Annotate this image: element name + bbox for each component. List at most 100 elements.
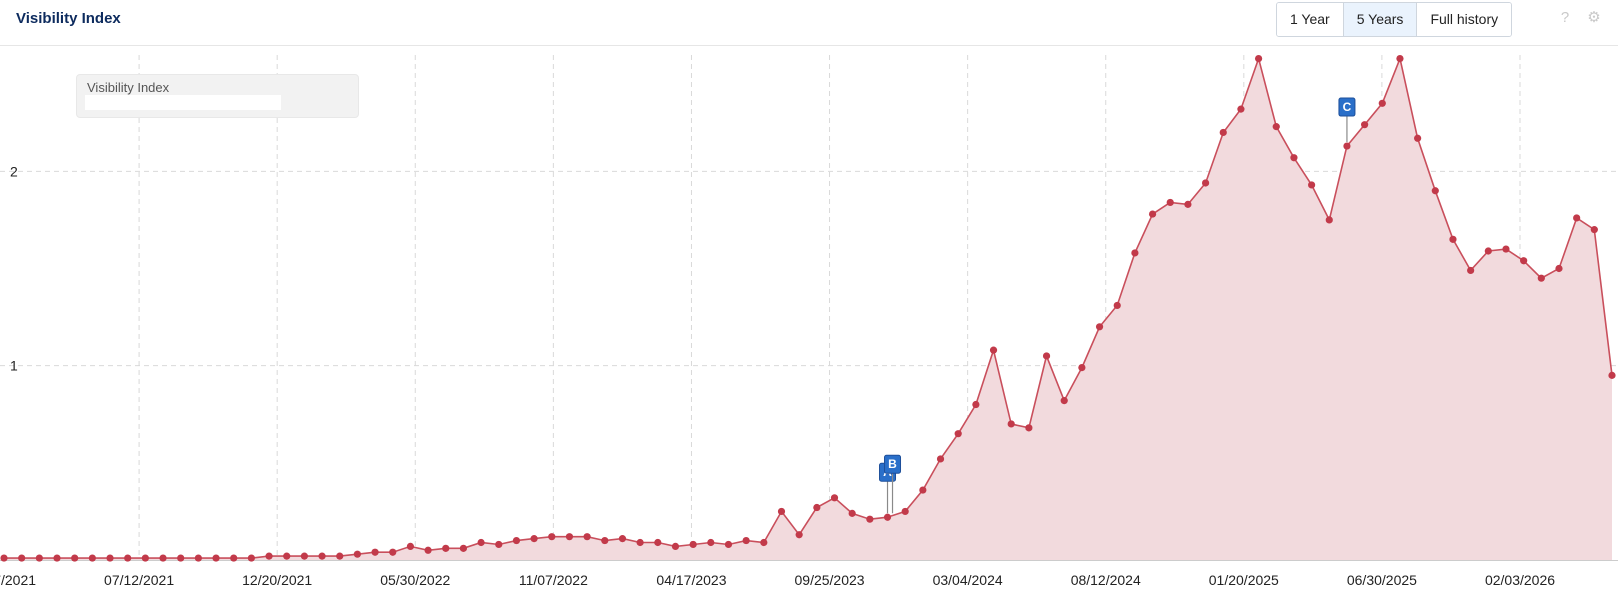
data-point-61 [1078, 364, 1086, 372]
data-point-67 [1184, 200, 1192, 208]
data-point-62 [1095, 323, 1104, 331]
data-point-36 [636, 538, 644, 547]
data-point-29 [512, 536, 521, 545]
data-point-11 [194, 554, 202, 562]
series-area [4, 58, 1612, 560]
x-tick-label-4: 11/07/2022 [519, 572, 588, 588]
data-point-32 [565, 533, 574, 541]
data-point-91 [1608, 371, 1616, 379]
question-icon[interactable]: ? [1560, 9, 1570, 26]
range-5-years-button[interactable]: 5 Years [1342, 3, 1417, 36]
data-point-79 [1396, 55, 1404, 63]
data-point-21 [371, 548, 379, 556]
y-axis-ticks: 12 [10, 163, 18, 373]
data-point-83 [1467, 266, 1475, 275]
data-points [0, 55, 1616, 562]
data-point-57 [1007, 420, 1015, 428]
data-point-71 [1254, 55, 1263, 63]
data-point-14 [247, 554, 255, 562]
x-axis-ticks: 01/27/2021 07/12/2021 12/20/2021 05/30/2022… [0, 572, 1555, 588]
data-point-18 [318, 552, 326, 560]
data-point-20 [353, 550, 362, 558]
data-point-82 [1449, 235, 1457, 243]
data-point-76 [1343, 142, 1351, 150]
data-point-26 [459, 544, 468, 552]
x-tick-label-5: 04/17/2023 [656, 572, 726, 588]
range-full-history-button[interactable]: Full history [1416, 3, 1512, 36]
chart-header: Visibility Index 1 Year 5 Years Full his… [0, 0, 1618, 46]
data-point-45 [795, 531, 803, 539]
data-point-3 [53, 554, 61, 562]
data-point-60 [1060, 397, 1068, 405]
data-point-63 [1113, 301, 1121, 310]
data-point-46 [813, 503, 821, 512]
visibility-chart: ABC 01/27/202107/12/202112/20/202105/30/… [0, 55, 1618, 588]
marker-c-label: C [1343, 100, 1352, 114]
data-point-37 [654, 538, 662, 547]
data-point-16 [283, 552, 291, 560]
x-tick-label-11: 02/03/2026 [1485, 572, 1555, 588]
range-selector: 1 Year 5 Years Full history [1276, 2, 1513, 37]
data-point-35 [618, 535, 627, 543]
data-point-12 [212, 554, 220, 562]
data-point-7 [124, 554, 132, 562]
legend-box: Visibility Index [76, 74, 359, 118]
y-tick-label-0: 1 [10, 358, 18, 374]
data-point-33 [583, 533, 591, 541]
x-tick-label-7: 03/04/2024 [933, 572, 1003, 588]
data-point-15 [265, 552, 273, 560]
y-tick-label-1: 2 [10, 163, 18, 179]
data-point-87 [1537, 274, 1545, 282]
data-point-6 [106, 554, 114, 562]
data-point-86 [1520, 257, 1528, 265]
data-point-54 [954, 430, 962, 438]
data-point-2 [35, 554, 43, 562]
x-tick-label-0: 01/27/2021 [0, 572, 36, 588]
x-tick-label-6: 09/25/2023 [795, 572, 865, 588]
data-point-25 [442, 544, 450, 552]
data-point-38 [671, 542, 680, 550]
data-point-42 [742, 536, 750, 545]
data-point-44 [777, 507, 786, 516]
data-point-74 [1308, 181, 1316, 189]
data-point-73 [1290, 154, 1298, 162]
chart-title: Visibility Index [16, 10, 121, 27]
data-point-90 [1590, 226, 1598, 234]
data-point-48 [848, 509, 856, 517]
data-point-77 [1361, 121, 1369, 129]
data-point-34 [601, 536, 609, 545]
data-point-49 [866, 515, 874, 523]
data-point-88 [1555, 264, 1563, 273]
data-point-22 [389, 548, 397, 556]
data-point-24 [424, 546, 432, 554]
data-point-84 [1484, 247, 1492, 255]
data-point-47 [830, 494, 839, 502]
data-point-43 [760, 538, 768, 547]
data-point-81 [1431, 187, 1439, 195]
data-point-0 [0, 554, 8, 562]
data-point-4 [71, 554, 79, 562]
x-tick-label-3: 05/30/2022 [380, 572, 450, 588]
data-point-75 [1325, 216, 1333, 224]
data-point-66 [1166, 198, 1174, 207]
marker-c-flag [1338, 97, 1356, 117]
marker-b-label: B [888, 457, 897, 471]
data-point-65 [1148, 210, 1157, 218]
data-point-27 [477, 538, 485, 547]
marker-b-flag [884, 454, 902, 474]
data-point-30 [530, 535, 538, 543]
data-point-28 [495, 540, 503, 549]
x-tick-label-2: 12/20/2021 [242, 572, 312, 588]
data-point-41 [724, 540, 733, 549]
data-point-58 [1025, 424, 1033, 432]
data-point-85 [1502, 245, 1510, 253]
data-point-31 [548, 533, 556, 541]
data-point-10 [177, 554, 185, 562]
x-tick-label-9: 01/20/2025 [1209, 572, 1279, 588]
event-markers: ABC [879, 97, 1356, 514]
data-point-5 [88, 554, 96, 562]
range-1-year-button[interactable]: 1 Year [1277, 3, 1343, 36]
gear-icon[interactable]: ⚙ [1587, 9, 1601, 26]
data-point-39 [689, 540, 697, 549]
x-tick-label-8: 08/12/2024 [1071, 572, 1141, 588]
